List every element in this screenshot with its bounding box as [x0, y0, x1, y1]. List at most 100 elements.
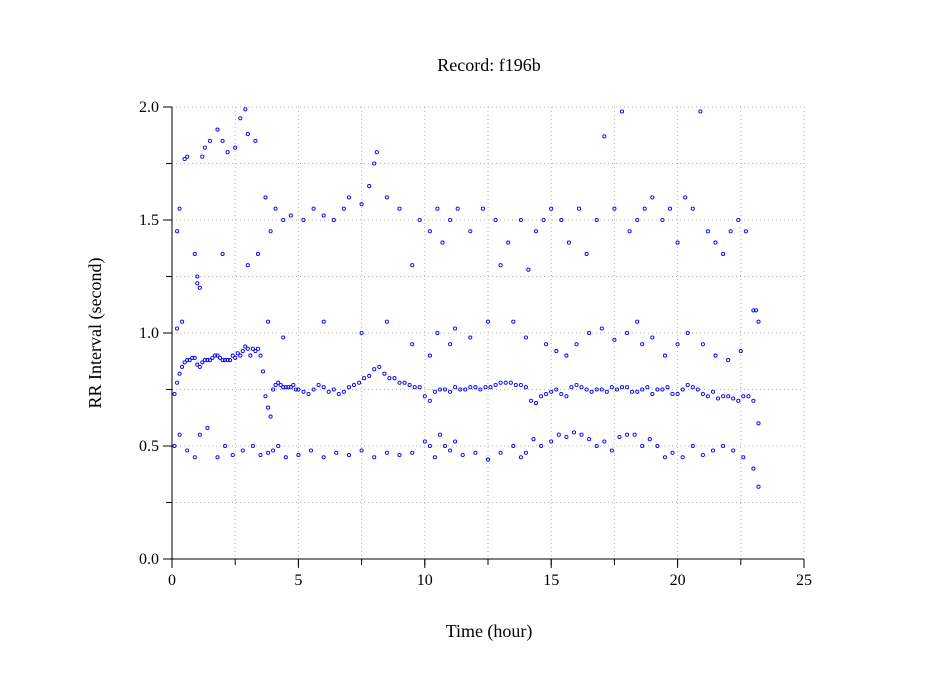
data-point	[635, 319, 640, 324]
data-point	[526, 267, 531, 272]
data-point	[503, 380, 508, 385]
data-point	[655, 387, 660, 392]
data-point	[594, 387, 599, 392]
data-point	[205, 358, 210, 363]
data-point	[539, 394, 544, 399]
data-point	[331, 217, 336, 223]
data-point	[266, 319, 271, 324]
data-point	[243, 344, 248, 349]
data-point	[627, 229, 632, 234]
data-point	[498, 450, 503, 455]
data-point	[566, 240, 571, 245]
chart-title: Record: f196b	[437, 55, 540, 75]
data-point	[180, 319, 185, 324]
y-tick-label: 0.5	[139, 438, 159, 455]
data-point	[564, 434, 569, 440]
data-point	[276, 380, 281, 385]
data-point	[341, 389, 346, 394]
data-point	[554, 349, 559, 354]
data-point	[448, 217, 453, 223]
data-point	[599, 326, 604, 331]
data-point	[417, 385, 422, 390]
data-point	[263, 195, 268, 200]
data-point	[690, 443, 695, 449]
data-point	[225, 358, 230, 363]
data-point	[230, 353, 235, 358]
data-point	[579, 385, 584, 390]
data-point	[268, 414, 273, 419]
data-point	[217, 355, 223, 360]
data-point	[569, 385, 574, 390]
data-point	[410, 263, 415, 268]
data-point	[283, 455, 288, 460]
data-point	[384, 450, 389, 455]
data-point	[258, 353, 263, 358]
data-point	[602, 439, 607, 444]
data-point	[321, 319, 326, 324]
y-tick-label: 2.0	[139, 99, 159, 116]
x-tick-label: 5	[294, 572, 302, 589]
data-point	[233, 145, 238, 150]
data-point	[296, 387, 301, 392]
data-point	[432, 455, 437, 460]
data-point	[286, 385, 291, 390]
data-point	[192, 455, 197, 460]
data-point	[263, 394, 268, 399]
data-point	[417, 217, 422, 223]
data-point	[215, 127, 220, 132]
data-point	[705, 229, 710, 234]
data-point	[574, 382, 579, 388]
data-point	[321, 213, 326, 218]
data-point	[351, 382, 357, 388]
data-point	[175, 380, 180, 385]
x-axis-label: Time (hour)	[446, 621, 533, 642]
data-point	[458, 387, 463, 392]
data-point	[273, 206, 278, 211]
data-point	[293, 387, 298, 392]
axes: 0 5 10 15 20 25 0.0 0.5 1.0 1.5 2.0	[139, 99, 812, 589]
data-point	[485, 457, 491, 462]
data-point	[195, 274, 200, 279]
data-point	[276, 443, 281, 449]
data-point	[240, 349, 245, 354]
data-point	[710, 448, 716, 453]
data-point	[506, 240, 511, 245]
data-point	[640, 443, 645, 449]
data-point	[670, 450, 675, 455]
data-point	[177, 206, 182, 211]
data-point	[705, 394, 710, 399]
data-point	[220, 358, 225, 363]
data-point	[630, 389, 635, 394]
data-point	[721, 251, 726, 256]
data-point	[463, 387, 468, 392]
data-point	[281, 217, 286, 223]
data-point	[726, 394, 731, 399]
data-point	[177, 432, 182, 437]
data-point	[650, 335, 655, 340]
data-point	[453, 439, 458, 444]
x-tick-label: 25	[796, 572, 812, 589]
data-point	[182, 156, 187, 162]
data-point	[278, 382, 283, 388]
x-tick-label: 20	[670, 572, 686, 589]
data-point	[384, 319, 389, 324]
data-point	[215, 353, 220, 358]
data-point	[223, 443, 228, 449]
data-point	[612, 337, 617, 342]
data-point	[185, 358, 190, 363]
data-point	[715, 396, 721, 401]
data-point	[374, 150, 379, 155]
data-point	[230, 452, 235, 458]
data-point	[220, 251, 225, 256]
data-point	[635, 389, 640, 394]
data-point	[308, 448, 314, 453]
data-point	[498, 263, 503, 268]
data-point	[427, 353, 432, 358]
data-point	[397, 206, 402, 211]
data-point	[738, 349, 743, 354]
data-point	[288, 213, 293, 218]
data-point	[455, 206, 460, 211]
data-point	[485, 319, 491, 324]
data-point	[508, 380, 513, 385]
